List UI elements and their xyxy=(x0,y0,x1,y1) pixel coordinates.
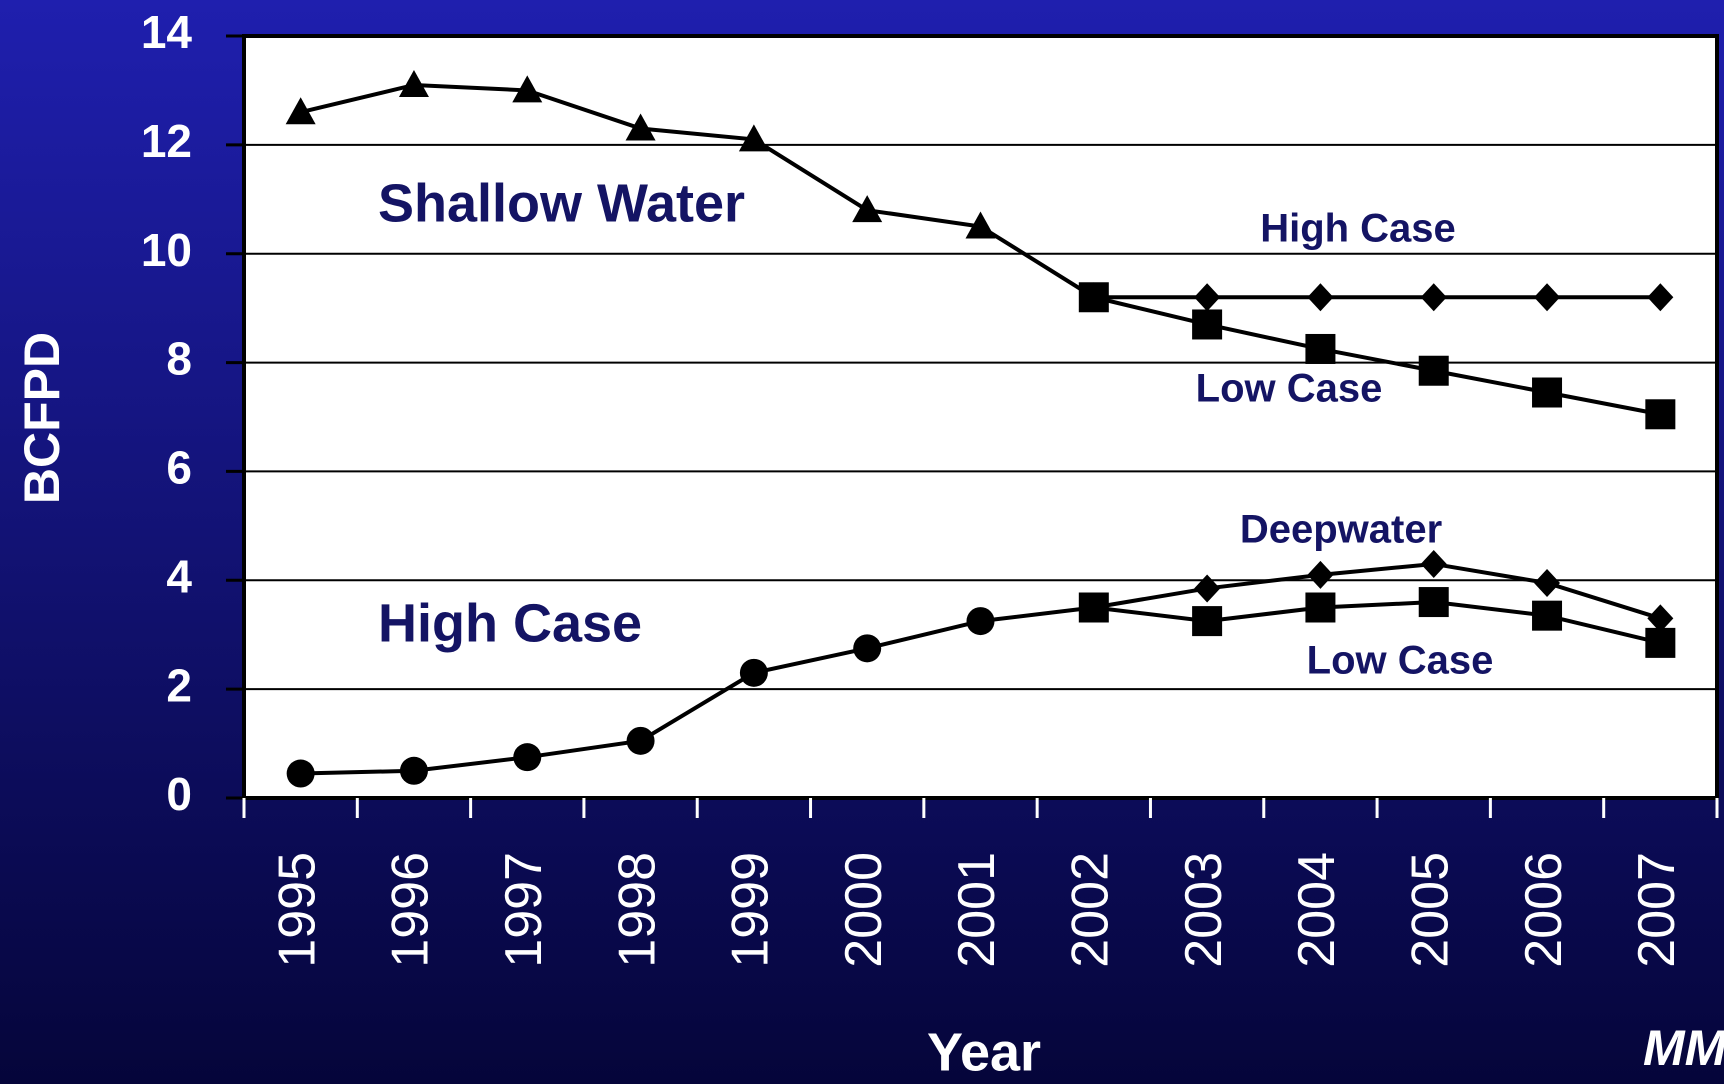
x-tick-label: 2006 xyxy=(1515,852,1573,968)
x-tick-label: 1997 xyxy=(495,852,553,968)
square-marker xyxy=(1532,377,1563,408)
y-tick-label: 6 xyxy=(166,442,192,494)
x-tick-label: 1999 xyxy=(722,852,780,968)
square-marker xyxy=(1305,592,1336,623)
x-tick-label: 2004 xyxy=(1288,852,1346,968)
diamond-marker xyxy=(1307,283,1334,312)
circle-marker xyxy=(513,743,542,772)
x-tick-label: 1995 xyxy=(268,852,326,968)
square-marker xyxy=(1418,587,1449,618)
triangle-marker xyxy=(738,124,769,152)
diamond-marker xyxy=(1420,283,1447,312)
square-marker xyxy=(1078,592,1109,623)
square-marker xyxy=(1192,606,1223,637)
y-tick-label: 0 xyxy=(166,768,192,820)
circle-marker xyxy=(739,658,768,687)
square-marker xyxy=(1192,309,1223,340)
diamond-marker xyxy=(1534,569,1561,598)
plot-layer xyxy=(226,34,1717,800)
annotation: MM xyxy=(1643,1020,1724,1076)
annotation: Deepwater xyxy=(1240,508,1442,552)
diamond-marker xyxy=(1420,549,1447,578)
x-tick-label: 1996 xyxy=(382,852,440,968)
x-tick-label: 2001 xyxy=(948,852,1006,968)
square-marker xyxy=(1418,355,1449,386)
square-marker xyxy=(1645,399,1676,430)
series-line xyxy=(1093,295,1661,417)
series-line xyxy=(1093,561,1661,621)
diamond-marker xyxy=(1194,283,1221,312)
square-marker xyxy=(1305,333,1336,364)
y-tick-label: 2 xyxy=(166,659,192,711)
triangle-marker xyxy=(398,69,429,97)
series-line xyxy=(1093,600,1661,645)
triangle-marker xyxy=(965,211,996,239)
circle-marker xyxy=(626,726,655,755)
x-tick-label: 2003 xyxy=(1175,852,1233,968)
diamond-marker xyxy=(1534,283,1561,312)
triangle-marker xyxy=(512,75,543,103)
y-tick-label: 12 xyxy=(141,115,192,167)
y-axis-label: BCFPD xyxy=(14,332,70,504)
circle-marker xyxy=(853,634,882,663)
square-marker xyxy=(1532,600,1563,631)
circle-marker xyxy=(286,759,315,788)
square-marker xyxy=(1078,282,1109,313)
x-tick-label: 2007 xyxy=(1628,852,1686,968)
y-tick-label: 10 xyxy=(141,224,192,276)
series-line xyxy=(300,82,1095,299)
annotation: Shallow Water xyxy=(378,173,745,233)
series-line xyxy=(300,605,1095,776)
circle-marker xyxy=(966,607,995,636)
x-axis-label: Year xyxy=(927,1022,1041,1082)
x-tick-label: 2002 xyxy=(1062,852,1120,968)
x-tick-label: 1998 xyxy=(608,852,666,968)
y-tick-label: 14 xyxy=(141,6,193,58)
y-tick-label: 4 xyxy=(166,550,192,602)
diamond-marker xyxy=(1194,574,1221,603)
diamond-marker xyxy=(1307,560,1334,589)
triangle-marker xyxy=(852,195,883,223)
square-marker xyxy=(1645,627,1676,658)
annotation: High Case xyxy=(1260,207,1456,251)
plot-area xyxy=(242,34,1719,800)
annotation: High Case xyxy=(378,593,642,653)
diamond-marker xyxy=(1647,604,1674,633)
triangle-marker xyxy=(625,113,656,141)
triangle-marker xyxy=(285,97,316,125)
circle-marker xyxy=(399,756,428,785)
y-tick-label: 8 xyxy=(166,333,192,385)
x-tick-label: 2005 xyxy=(1401,852,1459,968)
annotation: Low Case xyxy=(1196,367,1383,411)
x-tick-label: 2000 xyxy=(835,852,893,968)
diamond-marker xyxy=(1647,283,1674,312)
annotation: Low Case xyxy=(1307,639,1494,683)
